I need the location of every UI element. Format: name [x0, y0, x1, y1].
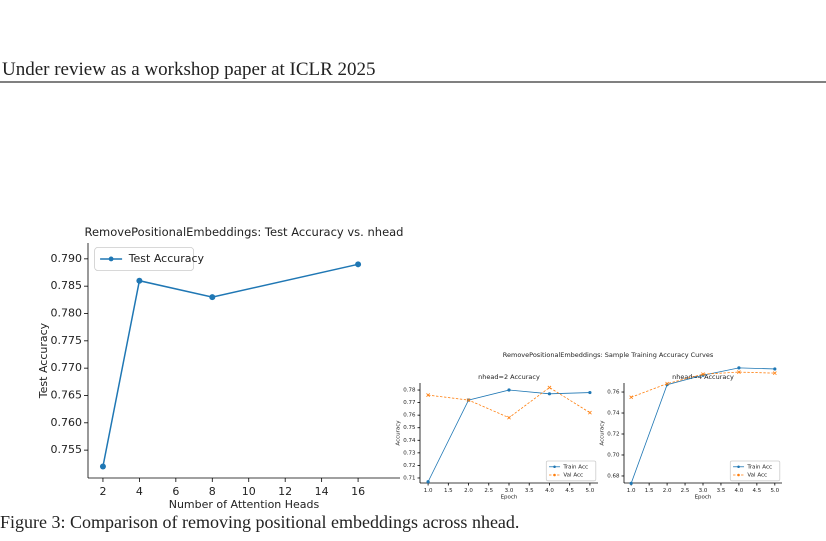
- figure-caption: Figure 3: Comparison of removing positio…: [0, 512, 519, 532]
- y-tick-label: 0.74: [607, 411, 620, 417]
- marker: [773, 367, 777, 371]
- marker: [99, 463, 106, 470]
- legend-label: Train Acc: [562, 464, 588, 470]
- marker: [737, 370, 741, 374]
- legend-box: [94, 246, 194, 271]
- y-tick-label: 0.775: [51, 334, 83, 347]
- y-tick-label: 0.755: [51, 443, 83, 456]
- series-line: [428, 387, 591, 419]
- y-tick-label: 0.765: [51, 388, 83, 401]
- x-tick-label: 1.0: [424, 488, 433, 494]
- y-axis-label: Test Accuracy: [37, 322, 50, 399]
- x-axis-label: Epoch: [695, 495, 712, 501]
- marker: [355, 261, 362, 268]
- chart-title: nhead=4 Accuracy: [672, 373, 734, 381]
- y-tick-label: 0.70: [607, 452, 620, 458]
- marker: [772, 371, 777, 376]
- series-line: [631, 371, 775, 398]
- y-tick-label: 0.75: [403, 425, 416, 431]
- y-tick-label: 0.72: [403, 463, 415, 469]
- x-tick-label: 2.5: [681, 488, 690, 494]
- marker: [507, 415, 511, 420]
- marker: [665, 381, 669, 386]
- x-tick-label: 1.5: [444, 488, 453, 494]
- chart-title: RemovePositionalEmbeddings: Test Accurac…: [84, 225, 403, 239]
- series-line: [102, 263, 359, 467]
- y-tick-label: 0.770: [51, 361, 83, 374]
- marker: [701, 372, 705, 377]
- x-tick-label: 2.5: [484, 488, 493, 494]
- legend-marker: [737, 473, 740, 477]
- marker: [426, 393, 430, 397]
- y-tick-label: 0.760: [51, 416, 83, 429]
- legend-marker: [553, 465, 556, 469]
- legend-box: [545, 460, 597, 482]
- marker: [507, 388, 511, 392]
- y-tick-label: 0.790: [51, 252, 83, 265]
- legend-label: Test Accuracy: [128, 252, 205, 265]
- running-header: Under review as a workshop paper at ICLR…: [2, 59, 376, 80]
- x-tick-label: 8: [209, 485, 216, 498]
- x-tick-label: 6: [172, 485, 179, 498]
- marker: [629, 481, 633, 485]
- x-tick-label: 5.0: [770, 488, 779, 494]
- legend-label: Val Acc: [563, 473, 583, 479]
- marker: [547, 392, 552, 396]
- x-tick-label: 2.0: [464, 488, 473, 494]
- legend-label: Val Acc: [747, 473, 767, 479]
- legend-box: [729, 460, 781, 482]
- x-tick-label: 12: [278, 485, 292, 498]
- y-tick-label: 0.72: [607, 431, 619, 437]
- x-tick-label: 4.5: [752, 488, 761, 494]
- y-tick-label: 0.68: [607, 473, 620, 479]
- x-tick-label: 4.0: [735, 488, 744, 494]
- x-tick-label: 1.5: [645, 488, 654, 494]
- x-tick-label: 1.0: [627, 488, 636, 494]
- figure-suptitle: RemovePositionalEmbeddings: Sample Train…: [503, 351, 714, 359]
- x-tick-label: 3.5: [525, 488, 534, 494]
- x-tick-label: 2: [99, 485, 106, 498]
- x-tick-label: 3.0: [699, 488, 708, 494]
- y-axis-label: Accuracy: [396, 420, 402, 446]
- marker: [209, 294, 216, 301]
- x-tick-label: 2.0: [663, 488, 672, 494]
- y-tick-label: 0.76: [607, 390, 620, 396]
- x-tick-label: 4.5: [565, 488, 574, 494]
- x-tick-label: 10: [242, 485, 256, 498]
- marker: [426, 480, 430, 484]
- marker: [629, 395, 634, 400]
- chart-title: nhead=2 Accuracy: [478, 373, 540, 381]
- marker: [588, 410, 592, 415]
- marker: [588, 390, 592, 395]
- y-tick-label: 0.71: [403, 475, 415, 481]
- marker: [737, 366, 741, 370]
- legend-marker: [553, 473, 556, 477]
- legend-label: Train Acc: [746, 464, 772, 470]
- y-tick-label: 0.785: [51, 279, 83, 292]
- x-tick-label: 4.0: [545, 488, 554, 494]
- y-tick-label: 0.780: [51, 307, 83, 320]
- x-tick-label: 3.5: [717, 488, 726, 494]
- legend-marker: [108, 256, 114, 262]
- x-axis-label: Epoch: [501, 495, 518, 501]
- x-tick-label: 16: [351, 485, 365, 498]
- x-tick-label: 5.0: [586, 488, 595, 494]
- y-tick-label: 0.73: [403, 450, 416, 456]
- y-tick-label: 0.78: [403, 388, 416, 394]
- marker: [547, 385, 552, 390]
- y-tick-label: 0.74: [403, 438, 416, 444]
- marker: [136, 277, 143, 284]
- marker: [466, 398, 471, 402]
- y-tick-label: 0.77: [403, 400, 416, 406]
- x-tick-label: 4: [136, 485, 143, 498]
- x-tick-label: 14: [315, 485, 329, 498]
- y-tick-label: 0.76: [403, 413, 416, 419]
- x-tick-label: 3.0: [505, 488, 514, 494]
- legend-marker: [737, 465, 740, 469]
- x-axis-label: Number of Attention Heads: [169, 498, 320, 511]
- y-axis-label: Accuracy: [600, 420, 606, 446]
